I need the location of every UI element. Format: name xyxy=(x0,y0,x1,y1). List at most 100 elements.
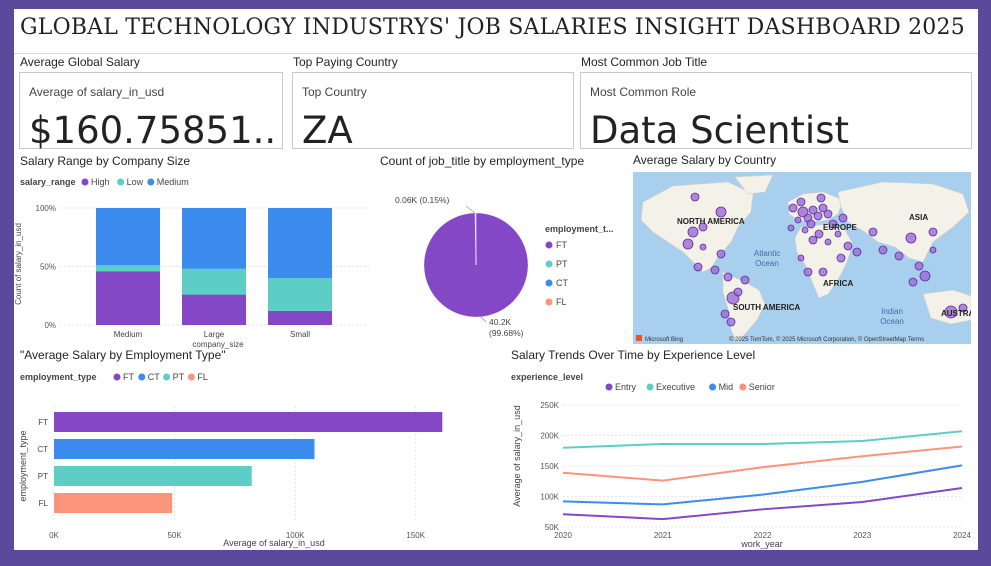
kpi-value-common-job: Data Scientist xyxy=(590,109,849,152)
kpi-card-common-job[interactable]: Most Common Role Data Scientist xyxy=(580,72,972,152)
map-country-marker[interactable] xyxy=(838,213,848,223)
map-country-marker[interactable] xyxy=(824,238,832,246)
map-country-marker[interactable] xyxy=(794,216,802,224)
map-country-marker[interactable] xyxy=(852,247,862,257)
legend-item-mid[interactable]: Mid xyxy=(719,382,734,392)
legend-item-low[interactable]: Low xyxy=(127,177,144,187)
bar-medium-medium[interactable] xyxy=(96,208,160,266)
legend-item-fl[interactable]: FL xyxy=(556,297,567,307)
map-country-marker[interactable] xyxy=(720,309,730,319)
bar-small-medium[interactable] xyxy=(268,208,332,279)
chart-title: Salary Trends Over Time by Experience Le… xyxy=(511,348,755,362)
bar-ft[interactable] xyxy=(54,412,443,432)
bar-large-low[interactable] xyxy=(182,268,246,295)
map-country-marker[interactable] xyxy=(929,246,937,254)
map-country-marker[interactable] xyxy=(914,261,924,271)
legend-item-senior[interactable]: Senior xyxy=(749,382,775,392)
map-country-marker[interactable] xyxy=(796,197,806,207)
map-country-marker[interactable] xyxy=(814,229,824,239)
map-country-marker[interactable] xyxy=(699,243,707,251)
map-country-marker[interactable] xyxy=(787,224,795,232)
map-country-marker[interactable] xyxy=(733,287,743,297)
map-country-marker[interactable] xyxy=(843,241,853,251)
bar-large-medium[interactable] xyxy=(182,208,246,269)
map-country-marker[interactable] xyxy=(687,226,699,238)
map-country-marker[interactable] xyxy=(723,272,733,282)
map-country-marker[interactable] xyxy=(958,303,968,313)
map-country-marker[interactable] xyxy=(808,205,818,215)
map-country-marker[interactable] xyxy=(823,209,833,219)
map-country-marker[interactable] xyxy=(797,254,805,262)
map-country-marker[interactable] xyxy=(808,235,818,245)
bar-medium-low[interactable] xyxy=(96,265,160,272)
map-country-marker[interactable] xyxy=(818,267,828,277)
map-country-marker[interactable] xyxy=(868,227,878,237)
legend-item-medium[interactable]: Medium xyxy=(157,177,189,187)
legend-item-ct[interactable]: CT xyxy=(556,278,568,288)
bar-pt[interactable] xyxy=(54,466,252,486)
map-country-marker[interactable] xyxy=(834,230,842,238)
map-country-marker[interactable] xyxy=(894,251,904,261)
line-series-mid[interactable] xyxy=(562,464,963,506)
pie-ft-label: 40.2K xyxy=(489,317,512,327)
line-series-senior[interactable] xyxy=(562,445,963,482)
bar-large-high[interactable] xyxy=(182,294,246,325)
map-credit[interactable]: © 2025 TomTom, © 2025 Microsoft Corporat… xyxy=(729,336,924,343)
map-country-marker[interactable] xyxy=(818,203,828,213)
map-country-marker[interactable] xyxy=(878,245,888,255)
legend-item-executive-marker xyxy=(646,383,654,391)
map-country-marker[interactable] xyxy=(905,232,917,244)
map-country-marker[interactable] xyxy=(806,219,816,229)
legend-item-low-marker xyxy=(117,178,125,186)
chart-title: "Average Salary by Employment Type" xyxy=(20,348,226,362)
map-country-marker[interactable] xyxy=(682,238,694,250)
legend-item-ft[interactable]: FT xyxy=(123,372,134,382)
kpi-card-top-country[interactable]: Top Country ZA xyxy=(292,72,574,152)
legend-item-fl[interactable]: FL xyxy=(197,372,208,382)
map-country-marker[interactable] xyxy=(944,305,958,319)
map-country-marker[interactable] xyxy=(690,192,700,202)
map-country-marker[interactable] xyxy=(816,193,826,203)
map-country-marker[interactable] xyxy=(716,249,726,259)
bar-medium-high[interactable] xyxy=(96,271,160,325)
legend-item-pt[interactable]: PT xyxy=(173,372,185,382)
salary-trend-chart[interactable]: Salary Trends Over Time by Experience Le… xyxy=(508,346,978,550)
legend-item-ft[interactable]: FT xyxy=(556,240,567,250)
map-country-marker[interactable] xyxy=(801,226,809,234)
bar-ct[interactable] xyxy=(54,439,315,459)
map-country-marker[interactable] xyxy=(698,222,708,232)
x-tick-label: 0K xyxy=(49,531,59,540)
map-country-marker[interactable] xyxy=(928,227,938,237)
x-tick-label: Medium xyxy=(114,330,143,339)
employment-type-salary-chart[interactable]: "Average Salary by Employment Type" empl… xyxy=(14,346,504,550)
kpi-caption-common-job: Most Common Role xyxy=(590,85,697,99)
map-country-marker[interactable] xyxy=(836,253,846,263)
bar-fl[interactable] xyxy=(54,493,173,513)
salary-range-chart[interactable]: Salary Range by Company Size salary_rang… xyxy=(14,150,374,349)
legend-item-pt[interactable]: PT xyxy=(556,259,568,269)
map-country-marker[interactable] xyxy=(726,317,736,327)
legend-item-ct-marker xyxy=(138,373,146,381)
dashboard-canvas: GLOBAL TECHNOLOGY INDUSTRYS' JOB SALARIE… xyxy=(14,9,978,550)
bar-small-low[interactable] xyxy=(268,278,332,311)
bar-small-high[interactable] xyxy=(268,310,332,325)
map-country-marker[interactable] xyxy=(710,265,720,275)
map-country-marker[interactable] xyxy=(919,270,931,282)
map-country-marker[interactable] xyxy=(828,219,838,229)
average-salary-map[interactable]: NORTH AMERICA EUROPE ASIA AFRICA SOUTH A… xyxy=(633,172,971,344)
map-country-marker[interactable] xyxy=(715,206,727,218)
map-country-marker[interactable] xyxy=(803,267,813,277)
line-series-entry[interactable] xyxy=(562,486,963,521)
legend-item-high[interactable]: High xyxy=(91,177,110,187)
map-country-marker[interactable] xyxy=(788,203,798,213)
map-country-marker[interactable] xyxy=(813,211,823,221)
map-country-marker[interactable] xyxy=(908,277,918,287)
map-country-marker[interactable] xyxy=(740,275,750,285)
kpi-card-avg-salary[interactable]: Average of salary_in_usd $160.75851... xyxy=(19,72,283,152)
employment-type-pie[interactable]: Count of job_title by employment_type 0.… xyxy=(376,150,632,349)
line-series-executive[interactable] xyxy=(562,430,963,449)
legend-item-executive[interactable]: Executive xyxy=(656,382,695,392)
legend-item-entry[interactable]: Entry xyxy=(615,382,637,392)
legend-item-ct[interactable]: CT xyxy=(148,372,160,382)
map-country-marker[interactable] xyxy=(693,262,703,272)
